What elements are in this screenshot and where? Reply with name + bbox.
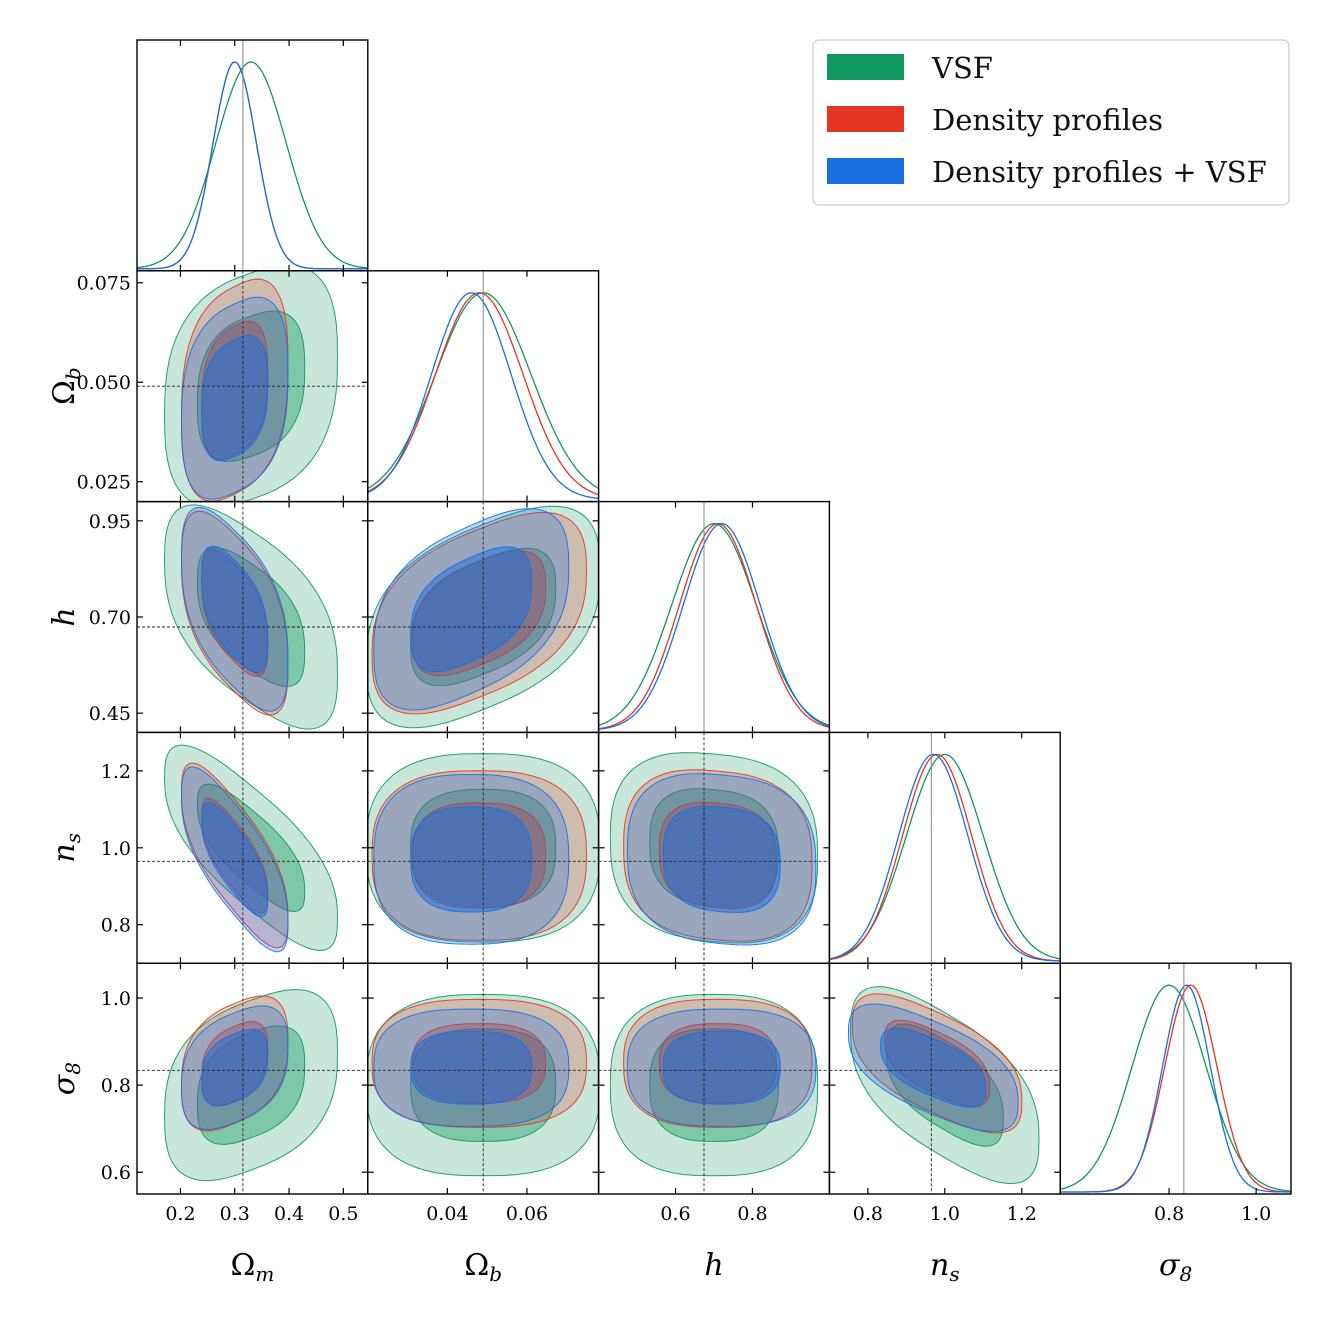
panel-Om-frame [136, 39, 369, 272]
label-main: Ω [47, 380, 82, 405]
contour-68-h-ns-density-profiles-vsf [662, 805, 781, 914]
ytick-label-h: 0.70 [89, 607, 131, 629]
label-sub: 8 [61, 1062, 85, 1075]
xtick-label-h: 0.6 [660, 1203, 690, 1225]
panel-Om-h-content [137, 501, 368, 733]
marginal-ns-density-profiles-vsf [829, 753, 1061, 962]
legend: VSF Density profiles Density profiles + VS… [812, 39, 1290, 206]
xtick-label-ns: 1.2 [1007, 1203, 1037, 1225]
panel-Ob-ns-content [367, 732, 599, 964]
xtick-label-Om: 0.3 [220, 1203, 250, 1225]
panel-s8-content [1060, 963, 1291, 1194]
panel-h-ns-content [598, 732, 830, 964]
marginal-ns-vsf [829, 753, 1061, 960]
panel-h-s8-content [598, 963, 830, 1194]
label-sub: b [61, 367, 85, 380]
contour-68-Ob-s8-density-profiles-vsf [410, 1030, 533, 1105]
marginal-s8-density-profiles [1060, 984, 1291, 1193]
marginal-h-density-profiles-vsf [598, 522, 830, 730]
xlabel-Ob: Ωb [464, 1248, 502, 1286]
label-main: Ω [464, 1248, 489, 1283]
contour-68-Om-ns-density-profiles-vsf [201, 801, 269, 918]
legend-swatch-1 [827, 106, 904, 132]
contour-68-h-s8-density-profiles-vsf [662, 1030, 781, 1105]
ytick-label-s8: 0.8 [101, 1075, 131, 1097]
label-sub: 8 [1179, 1262, 1192, 1286]
xtick-label-ns: 1.0 [930, 1203, 960, 1225]
label-main: Ω [230, 1248, 255, 1283]
panel-Ob-h-content [367, 501, 599, 733]
panel-Om-s8-content [137, 963, 368, 1194]
xlabel-Om: Ωm [230, 1248, 274, 1286]
label-main: h [704, 1248, 723, 1283]
ylabel-ns: ns [47, 833, 85, 863]
label-sub: b [489, 1262, 502, 1286]
xtick-label-Om: 0.2 [165, 1203, 195, 1225]
ytick-label-Ob: 0.075 [77, 273, 131, 295]
ytick-label-ns: 1.0 [101, 838, 131, 860]
xtick-label-ns: 0.8 [853, 1203, 883, 1225]
contour-68-Om-s8-density-profiles-vsf [201, 1028, 269, 1107]
panel-Ob-content [367, 270, 599, 502]
xlabel-h: h [704, 1248, 723, 1283]
label-main: σ [47, 1073, 82, 1095]
xtick-label-s8: 1.0 [1241, 1203, 1271, 1225]
ytick-label-h: 0.45 [89, 703, 131, 725]
panel-h-content [598, 501, 830, 733]
xtick-label-Om: 0.5 [328, 1203, 358, 1225]
ytick-label-s8: 0.6 [101, 1162, 131, 1184]
contour-68-Ob-ns-density-profiles-vsf [410, 806, 533, 913]
ytick-label-Ob: 0.025 [77, 472, 131, 494]
label-sub: s [61, 833, 85, 843]
panel-Om-Ob-content [137, 270, 368, 502]
ytick-label-h: 0.95 [89, 511, 131, 533]
xtick-label-Ob: 0.06 [506, 1203, 548, 1225]
label-sub: s [949, 1262, 959, 1286]
legend-swatch-0 [827, 54, 904, 80]
marginal-h-density-profiles [598, 522, 830, 730]
legend-swatch-2 [827, 158, 904, 184]
xtick-label-Om: 0.4 [274, 1203, 304, 1225]
label-main: σ [1159, 1248, 1181, 1283]
label-main: n [930, 1248, 949, 1283]
contour-68-Ob-h-density-profiles-vsf [410, 546, 533, 673]
ylabel-Ob: Ωb [47, 367, 85, 405]
ylabel-h: h [47, 607, 82, 626]
panels-group: 0.025 0.050 0.075 0.45 0.70 0.95 0.8 1.0 1.2 0.2 0… [47, 39, 1292, 1286]
ytick-label-Ob: 0.050 [77, 372, 131, 394]
marginal-Om-vsf [137, 61, 368, 269]
xtick-label-s8: 0.8 [1154, 1203, 1184, 1225]
marginal-s8-density-profiles-vsf [1060, 984, 1291, 1193]
ylabel-s8: σ8 [47, 1062, 85, 1095]
panel-ns-content [829, 732, 1061, 964]
ytick-label-s8: 1.0 [101, 988, 131, 1010]
legend-label-1: Density profiles [932, 103, 1163, 137]
xlabel-ns: ns [930, 1248, 960, 1286]
contour-68-Om-h-density-profiles-vsf [201, 545, 269, 674]
legend-box [812, 39, 1290, 206]
legend-label-2: Density profiles + VSF [932, 155, 1267, 189]
contour-68-ns-s8-density-profiles-vsf [880, 1027, 987, 1108]
xlabel-s8: σ8 [1159, 1248, 1192, 1286]
panel-s8-frame [1059, 962, 1292, 1195]
xtick-label-Ob: 0.04 [426, 1203, 468, 1225]
label-sub: m [255, 1262, 274, 1286]
panel-Om-content [137, 40, 368, 271]
xtick-label-h: 0.8 [737, 1203, 767, 1225]
ytick-label-ns: 1.2 [101, 761, 131, 783]
marginal-s8-vsf [1060, 984, 1291, 1192]
label-main: n [47, 843, 82, 862]
panel-ns-s8-content [829, 963, 1061, 1194]
marginal-ns-density-profiles [829, 753, 1061, 962]
marginal-Om-density-profiles [137, 61, 368, 270]
marginal-Om-density-profiles-vsf [137, 61, 368, 270]
label-main: h [47, 607, 82, 626]
contour-68-Om-Ob-density-profiles-vsf [201, 334, 269, 462]
ytick-label-ns: 0.8 [101, 915, 131, 937]
panel-Ob-s8-content [367, 963, 599, 1194]
legend-label-0: VSF [931, 51, 993, 85]
panel-Om-ns-content [137, 732, 368, 964]
